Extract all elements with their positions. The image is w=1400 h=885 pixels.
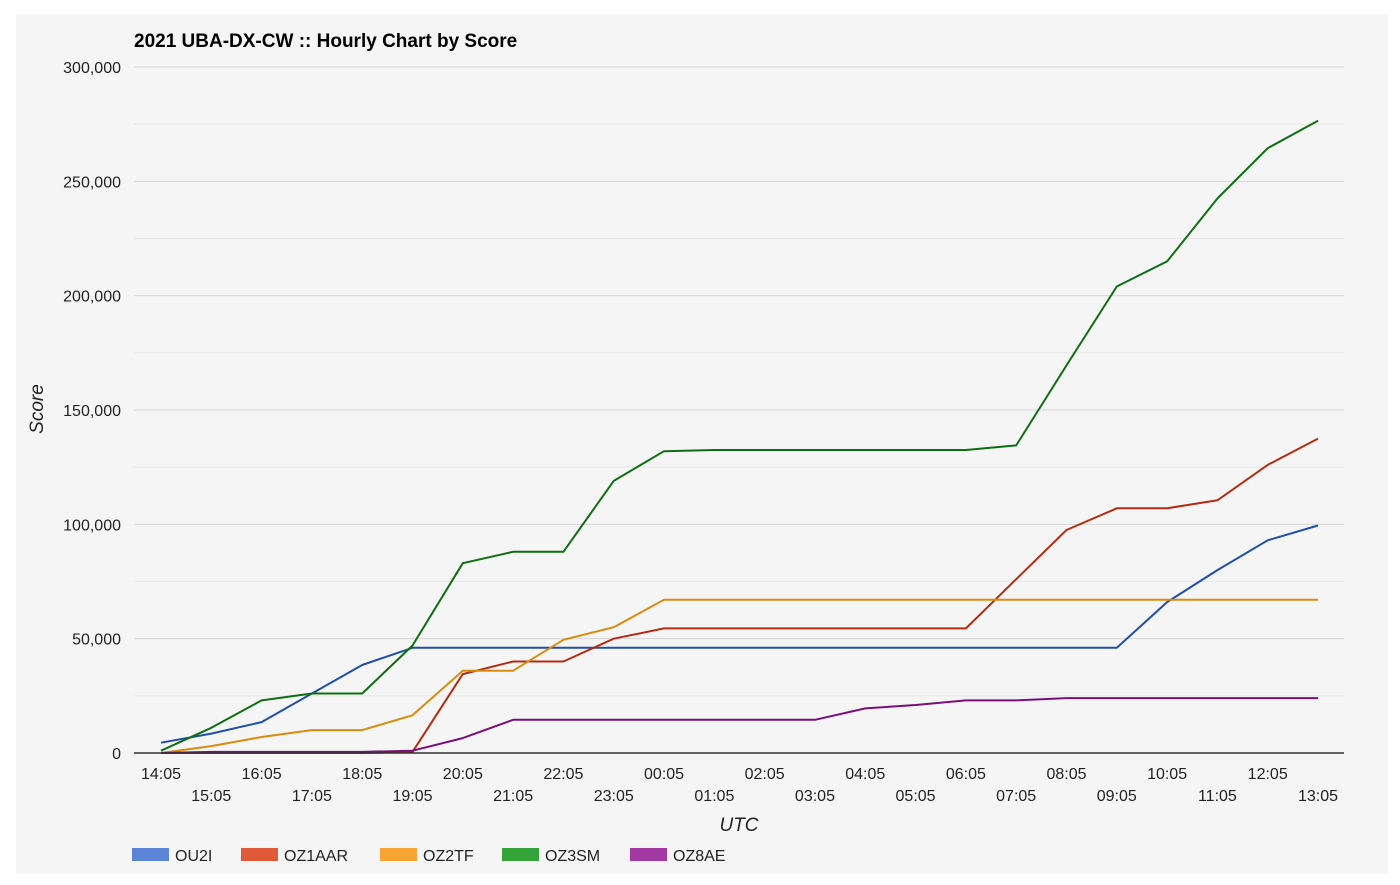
x-tick-label: 17:05 <box>292 788 332 805</box>
x-tick-label: 09:05 <box>1097 788 1137 805</box>
x-axis-title: UTC <box>719 815 758 836</box>
y-axis-title: Score <box>27 384 48 434</box>
x-tick-label: 13:05 <box>1298 788 1338 805</box>
y-tick-label: 200,000 <box>63 289 121 306</box>
legend-label-oz1aar: OZ1AAR <box>284 848 348 865</box>
series-lines <box>160 119 1319 754</box>
y-axis-ticks: 0 50,000 100,000 150,000 200,000 250,000 300,0… <box>63 60 121 763</box>
legend-label-oz8ae: OZ8AE <box>673 848 725 865</box>
x-tick-label: 12:05 <box>1248 766 1288 783</box>
y-tick-label: 50,000 <box>72 632 121 649</box>
x-tick-label: 11:05 <box>1198 788 1237 805</box>
y-tick-label: 250,000 <box>63 174 121 191</box>
x-tick-label: 06:05 <box>946 766 986 783</box>
series-line-oz8ae <box>160 697 1318 754</box>
legend-label-oz2tf: OZ2TF <box>423 848 474 865</box>
x-tick-label: 01:05 <box>694 788 734 805</box>
y-tick-label: 100,000 <box>63 517 121 534</box>
x-tick-label: 00:05 <box>644 766 684 783</box>
x-tick-label: 03:05 <box>795 788 835 805</box>
x-tick-label: 08:05 <box>1046 766 1086 783</box>
legend-swatch-oz3sm <box>502 848 539 861</box>
x-tick-label: 07:05 <box>996 788 1036 805</box>
series-line-ou2i <box>160 524 1319 744</box>
x-tick-label: 22:05 <box>543 766 583 783</box>
series-line-oz2tf <box>160 598 1318 754</box>
x-tick-label: 04:05 <box>845 766 885 783</box>
x-tick-label: 21:05 <box>493 788 533 805</box>
x-tick-label: 05:05 <box>896 788 936 805</box>
chart-title: 2021 UBA-DX-CW :: Hourly Chart by Score <box>134 31 517 52</box>
series-line-oz3sm <box>160 119 1319 752</box>
y-tick-label: 0 <box>112 746 121 763</box>
x-tick-label: 16:05 <box>242 766 282 783</box>
legend-label-ou2i: OU2I <box>175 848 212 865</box>
series-line-oz1aar <box>161 437 1319 754</box>
x-tick-label: 14:05 <box>141 766 181 783</box>
x-tick-label: 10:05 <box>1147 766 1187 783</box>
x-tick-label: 23:05 <box>594 788 634 805</box>
x-tick-label: 15:05 <box>191 788 231 805</box>
x-tick-label: 19:05 <box>392 788 432 805</box>
gridlines <box>134 66 1344 697</box>
chart-background <box>16 14 1388 874</box>
x-axis-ticks: 14:05 15:05 16:05 17:05 18:05 19:05 20:05 21:05… <box>141 766 1338 805</box>
legend-swatch-oz8ae <box>630 848 667 861</box>
y-tick-label: 300,000 <box>63 60 121 77</box>
legend-swatch-oz1aar <box>241 848 278 861</box>
x-tick-label: 18:05 <box>342 766 382 783</box>
legend-swatch-ou2i <box>132 848 169 861</box>
legend: OU2I OZ1AAR OZ2TF OZ3SM OZ8AE <box>132 848 725 865</box>
legend-swatch-oz2tf <box>380 848 417 861</box>
x-tick-label: 20:05 <box>443 766 483 783</box>
y-tick-label: 150,000 <box>63 403 121 420</box>
x-tick-label: 02:05 <box>745 766 785 783</box>
legend-label-oz3sm: OZ3SM <box>545 848 600 865</box>
